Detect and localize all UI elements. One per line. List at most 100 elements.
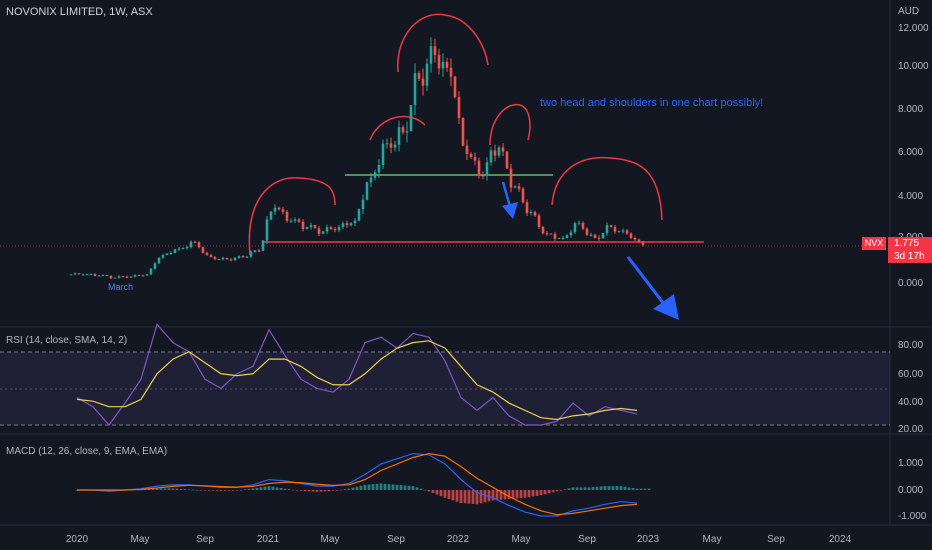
macd-histogram-bar xyxy=(539,490,543,496)
candle-body xyxy=(249,251,253,257)
macd-histogram-bar xyxy=(499,490,503,500)
macd-histogram-bar xyxy=(179,488,183,490)
macd-histogram-bar xyxy=(475,490,479,505)
macd-histogram-bar xyxy=(323,490,327,492)
macd-histogram-bar xyxy=(483,490,487,503)
macd-histogram-bar xyxy=(199,490,203,491)
candle-body xyxy=(137,275,141,277)
candle-body xyxy=(361,199,365,210)
price-tick: 8.000 xyxy=(898,104,924,115)
macd-histogram-bar xyxy=(359,485,363,490)
candle-body xyxy=(161,255,165,258)
candle-body xyxy=(157,257,161,264)
symbol-title: NOVONIX LIMITED, 1W, ASX xyxy=(6,6,153,18)
candle-body xyxy=(73,273,77,275)
time-tick: 2023 xyxy=(636,534,660,545)
candle-body xyxy=(565,235,569,238)
macd-histogram-bar xyxy=(347,488,351,490)
macd-histogram-bar xyxy=(575,487,579,490)
candle-body xyxy=(129,276,133,278)
price-tick: 0.000 xyxy=(898,278,924,289)
candle-body xyxy=(165,253,169,256)
macd-histogram-bar xyxy=(415,487,419,490)
rsi-lines xyxy=(76,323,638,426)
head-and-shoulders-arcs[interactable] xyxy=(248,13,663,256)
candle-body xyxy=(601,233,605,239)
candle-body xyxy=(541,226,545,234)
macd-histogram-bar xyxy=(443,490,447,498)
macd-histogram-bar xyxy=(627,487,631,490)
time-tick: Sep xyxy=(578,534,596,545)
candle-body xyxy=(409,105,413,132)
candle-body xyxy=(445,61,449,68)
candle-body xyxy=(145,274,149,276)
macd-histogram-bar xyxy=(191,489,195,491)
annotation-headline[interactable]: two head and shoulders in one chart poss… xyxy=(540,97,764,109)
candle-body xyxy=(621,230,625,232)
macd-histogram-bar xyxy=(307,490,311,492)
macd-title[interactable]: MACD (12, 26, close, 9, EMA, EMA) xyxy=(6,446,168,457)
candle-body xyxy=(81,274,85,276)
candle-body xyxy=(513,186,517,188)
macd-histogram-bar xyxy=(643,488,647,490)
macd-histogram-bar xyxy=(279,488,283,490)
macd-histogram-bar xyxy=(567,488,571,490)
macd-histogram-bar xyxy=(331,490,335,491)
macd-histogram-bar xyxy=(399,485,403,490)
candle-body xyxy=(193,241,197,243)
rsi-title[interactable]: RSI (14, close, SMA, 14, 2) xyxy=(6,335,128,346)
macd-histogram-bar xyxy=(607,486,611,490)
candle-body xyxy=(213,257,217,260)
candle-body xyxy=(417,73,421,79)
candle-body xyxy=(625,230,629,234)
candle-body xyxy=(401,127,405,133)
macd-histogram-bar xyxy=(395,484,399,490)
candle-body xyxy=(421,78,425,86)
macd-histogram-bar xyxy=(647,488,651,490)
price-tick: 4.000 xyxy=(898,191,924,202)
macd-histogram-bar xyxy=(187,489,191,491)
candle-body xyxy=(289,220,293,222)
candle-body xyxy=(509,168,513,188)
candle-body xyxy=(225,257,229,260)
candle-body xyxy=(637,239,641,243)
macd-histogram-bar xyxy=(239,489,243,491)
macd-histogram-bar xyxy=(271,486,275,490)
macd-histogram-bar xyxy=(427,490,431,492)
candle-body xyxy=(545,233,549,235)
candle-body xyxy=(501,147,505,152)
macd-histogram-bar xyxy=(403,485,407,490)
candle-body xyxy=(433,46,437,56)
candle-body xyxy=(301,221,305,229)
macd-histogram-bar xyxy=(555,490,559,492)
candle-body xyxy=(477,160,481,176)
macd-histogram-bar xyxy=(479,490,483,504)
candle-body xyxy=(217,259,221,261)
macd-histogram-bar xyxy=(231,490,235,491)
macd-histogram-bar xyxy=(451,490,455,501)
candle-body xyxy=(633,237,637,240)
candle-body xyxy=(261,240,265,251)
candle-body xyxy=(69,274,73,276)
macd-tick: -1.000 xyxy=(898,511,927,522)
candle-body xyxy=(437,55,441,69)
candle-body xyxy=(561,237,565,239)
candle-body xyxy=(297,219,301,222)
candle-body xyxy=(285,211,289,221)
macd-histogram-bar xyxy=(283,488,287,490)
macd-histogram-bar xyxy=(311,490,315,492)
down-arrow-icon xyxy=(501,181,518,219)
candle-body xyxy=(189,241,193,248)
candle-body xyxy=(593,234,597,238)
candle-body xyxy=(413,73,417,106)
macd-histogram-bar xyxy=(299,490,303,491)
candle-body xyxy=(505,151,509,169)
macd-histogram-bar xyxy=(495,490,499,501)
candle-body xyxy=(321,231,325,234)
candle-body xyxy=(365,182,369,200)
macd-histogram-bar xyxy=(371,484,375,490)
macd-histogram-bar xyxy=(519,490,523,499)
macd-histogram-bar xyxy=(615,486,619,490)
macd-histogram-bar xyxy=(511,490,515,499)
